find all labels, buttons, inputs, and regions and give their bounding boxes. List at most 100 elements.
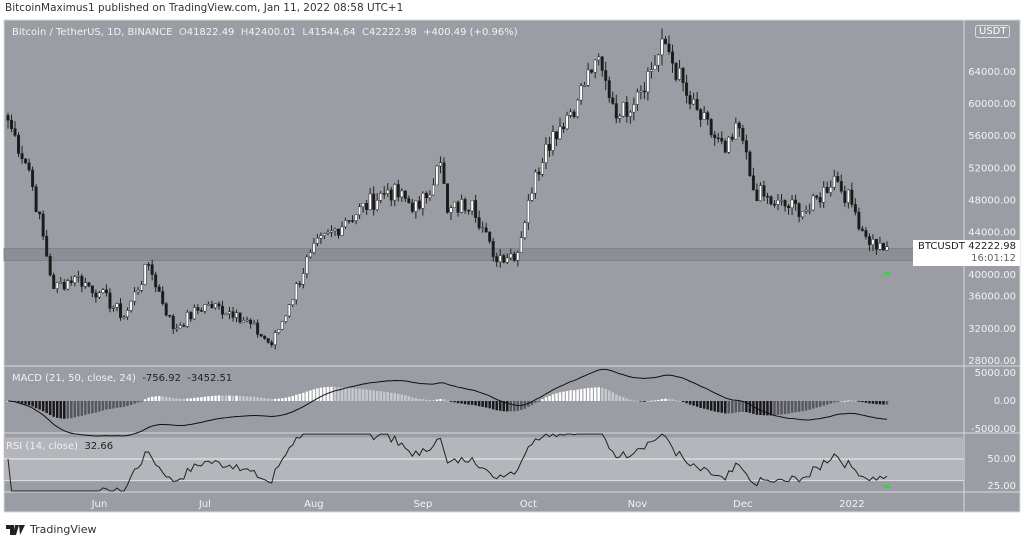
macd-histogram-bar — [172, 397, 175, 401]
candle — [874, 239, 878, 255]
candle — [122, 314, 126, 320]
candle-body — [171, 315, 175, 330]
time-tick-label: Jun — [91, 499, 108, 510]
macd-histogram-bar — [783, 401, 787, 415]
candle-body — [94, 292, 98, 298]
macd-histogram-bar — [882, 401, 885, 405]
macd-signal-value: -3452.51 — [187, 373, 233, 384]
currency-button[interactable]: USDT — [975, 25, 1011, 38]
candle-body — [38, 211, 42, 215]
candle — [695, 92, 699, 112]
candle-body — [593, 59, 597, 73]
macd-histogram-bar — [474, 401, 477, 406]
candle — [347, 220, 351, 224]
macd-histogram-bar — [375, 390, 379, 401]
macd-histogram-bar — [48, 401, 52, 416]
macd-histogram-bar — [386, 392, 389, 401]
macd-histogram-bar — [446, 400, 449, 402]
macd-histogram-bar — [411, 397, 414, 401]
candle — [716, 132, 720, 143]
candle-body — [811, 195, 815, 211]
macd-histogram-bar — [150, 396, 154, 401]
candle-body — [572, 111, 576, 118]
candle-body — [481, 227, 485, 230]
candle — [460, 194, 464, 214]
candle — [17, 132, 21, 158]
candle — [59, 277, 63, 284]
rsi-band — [4, 437, 964, 482]
macd-tick-label: 0.00 — [994, 396, 1016, 407]
macd-histogram-bar — [657, 399, 660, 401]
candle-body — [526, 200, 530, 223]
candle — [699, 108, 703, 128]
macd-histogram-bar — [238, 396, 242, 401]
candle-body — [185, 312, 189, 327]
candle — [161, 286, 165, 306]
macd-histogram-bar — [52, 401, 55, 417]
candle — [692, 92, 696, 106]
candle-body — [720, 137, 724, 142]
macd-histogram-bar — [266, 398, 270, 401]
candle — [474, 194, 478, 223]
chart-background — [4, 20, 1020, 512]
macd-histogram-bar — [674, 400, 678, 402]
macd-histogram-bar — [361, 389, 365, 401]
candle-body — [126, 310, 130, 318]
candle — [111, 305, 115, 312]
macd-histogram-bar — [527, 401, 530, 407]
candle — [533, 169, 537, 199]
candle — [435, 164, 439, 186]
candle — [664, 36, 667, 45]
macd-histogram-bar — [397, 393, 400, 401]
candle-body — [467, 209, 471, 212]
candle-body — [769, 196, 773, 205]
macd-histogram-bar — [600, 387, 604, 401]
candle — [755, 183, 759, 202]
candle — [13, 121, 17, 137]
candle-body — [639, 90, 643, 93]
candle-body — [90, 285, 94, 294]
macd-histogram-bar — [316, 388, 319, 401]
candle-body — [523, 222, 527, 238]
tradingview-logo[interactable]: TradingView — [6, 523, 96, 536]
candle-body — [393, 184, 397, 201]
macd-histogram-bar — [84, 401, 87, 415]
macd-histogram-bar — [692, 401, 695, 406]
candle — [326, 229, 330, 236]
price-tick-label: 60000.00 — [968, 99, 1016, 110]
candle-body — [34, 186, 38, 213]
candle-body — [723, 140, 727, 153]
macd-histogram-bar — [182, 398, 186, 401]
candle-body — [558, 126, 562, 140]
candle — [565, 111, 569, 131]
macd-histogram-bar — [629, 399, 632, 401]
macd-histogram-bar — [45, 401, 48, 414]
candle-body — [119, 303, 122, 318]
macd-histogram-bar — [333, 386, 337, 401]
candle-body — [414, 200, 418, 212]
candle-body — [235, 312, 239, 318]
candle — [530, 187, 534, 203]
macd-histogram-bar — [175, 398, 178, 401]
candle-body — [13, 128, 17, 136]
candle — [653, 54, 657, 70]
rsi-signal-marker-icon — [883, 485, 891, 488]
macd-histogram-bar — [499, 401, 502, 411]
candle-body — [217, 303, 221, 307]
candle — [41, 210, 45, 241]
macd-histogram-bar — [843, 400, 847, 402]
macd-histogram-bar — [63, 401, 66, 419]
candle — [625, 96, 629, 123]
macd-histogram-bar — [706, 401, 709, 410]
candle-body — [818, 197, 822, 203]
candle — [572, 109, 576, 119]
candle — [157, 284, 161, 292]
macd-histogram-bar — [752, 401, 755, 414]
candle-body — [111, 306, 115, 309]
macd-histogram-bar — [302, 392, 305, 401]
macd-histogram-bar — [551, 394, 555, 401]
macd-histogram-bar — [66, 401, 70, 419]
candle — [372, 186, 376, 216]
candle — [713, 131, 717, 146]
